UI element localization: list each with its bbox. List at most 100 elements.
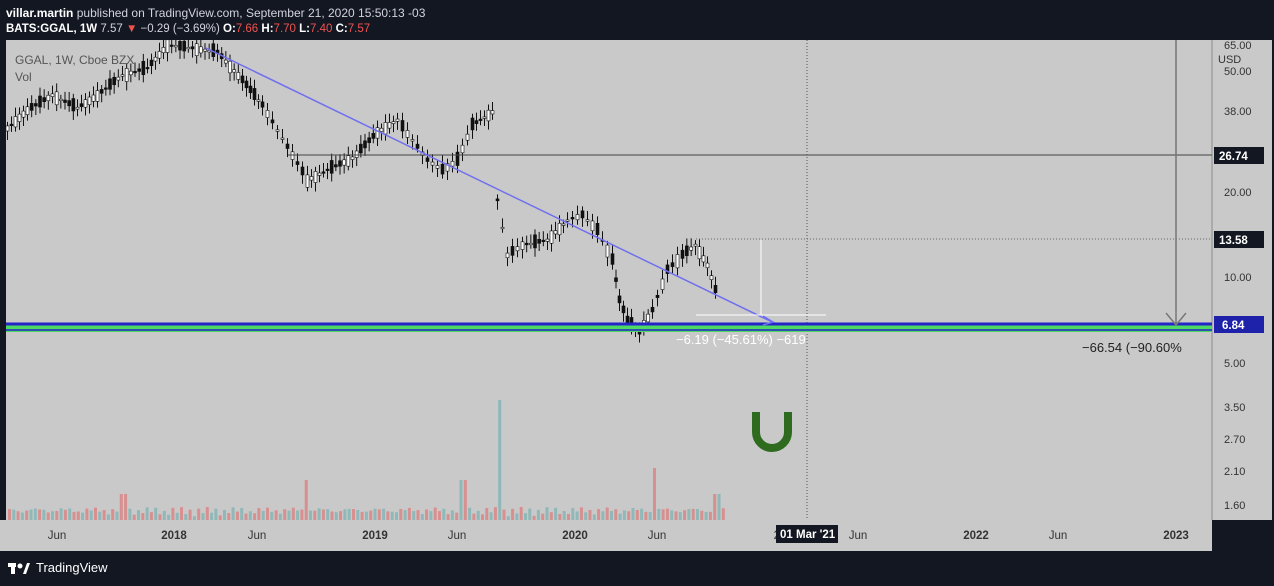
candle-body — [450, 161, 455, 167]
candle-body — [610, 253, 615, 265]
candle-body — [545, 238, 550, 242]
volume-bar — [438, 511, 441, 520]
candle-body — [165, 39, 170, 53]
volume-bar — [661, 509, 665, 520]
candle-body — [482, 116, 487, 119]
volume-bar — [326, 509, 330, 520]
volume-bar — [481, 514, 484, 520]
candle-body — [63, 99, 67, 103]
volume-bar — [528, 508, 532, 520]
candle-body — [500, 226, 505, 230]
volume-bar — [270, 511, 274, 520]
candle-body — [705, 262, 710, 269]
candle-body — [50, 93, 55, 97]
volume-bar — [81, 512, 85, 520]
volume-bar — [180, 507, 183, 520]
volume-bar — [511, 508, 515, 520]
time-axis[interactable]: Jun2018Jun2019Jun2020Jun20Jun2022Jun2023… — [0, 520, 1274, 551]
tradingview-logo[interactable]: TradingView — [8, 560, 108, 575]
candle-body — [300, 166, 305, 176]
volume-bar — [16, 511, 20, 520]
volume-bar — [412, 511, 416, 520]
candle-body — [67, 100, 71, 107]
volume-bar — [524, 513, 527, 520]
candle-body — [435, 165, 440, 169]
volume-bar — [197, 508, 201, 520]
volume-bar — [433, 507, 437, 520]
candle-body — [149, 59, 154, 67]
time-tick-label: Jun — [1049, 530, 1068, 542]
support-band-green[interactable] — [6, 323, 1212, 332]
volume-bar — [223, 509, 226, 520]
candle-body — [570, 217, 575, 220]
publisher-name[interactable]: villar.martin — [6, 6, 74, 20]
volume-bar — [648, 512, 652, 520]
candle-body — [575, 214, 580, 221]
volume-bar — [390, 511, 394, 520]
legend-volume: Vol — [15, 70, 32, 84]
time-tick-label: 2018 — [161, 530, 187, 542]
time-tick-label: 2020 — [562, 530, 588, 542]
volume-bar — [627, 511, 631, 520]
candle-body — [194, 43, 199, 56]
candle-body — [405, 130, 410, 138]
volume-bar — [708, 511, 712, 520]
candle-body — [660, 278, 665, 290]
candle-body — [470, 117, 475, 131]
volume-bar — [309, 510, 312, 520]
volume-bar — [382, 508, 386, 520]
candle-body — [182, 40, 186, 52]
candle-body — [260, 101, 265, 108]
volume-bar — [691, 508, 695, 520]
volume-bar — [201, 512, 205, 520]
volume-bar — [89, 510, 93, 520]
volume-bar — [571, 507, 575, 520]
volume-bar — [717, 494, 721, 520]
candle-body — [693, 243, 698, 247]
volume-bar — [446, 514, 450, 520]
volume-bar — [261, 510, 265, 520]
candle-body — [585, 219, 590, 222]
volume-bar — [713, 494, 717, 520]
close-value: 7.57 — [347, 23, 371, 35]
price-axis[interactable] — [1212, 40, 1272, 520]
volume-bar — [416, 510, 420, 520]
candle-body — [178, 41, 182, 51]
candle-body — [595, 223, 600, 235]
volume-bar — [476, 510, 480, 520]
volume-bar — [356, 509, 360, 520]
candle-body — [133, 71, 137, 74]
plot-pane[interactable] — [6, 40, 1212, 520]
volume-bar — [485, 507, 489, 520]
candle-body — [460, 144, 465, 154]
volume-bar — [137, 510, 140, 520]
chart-header: villar.martin published on TradingView.c… — [0, 0, 1274, 40]
measure-short-label: −6.19 (−45.61%) −619 — [676, 332, 806, 347]
candle-body — [537, 238, 541, 244]
candle-body — [224, 59, 228, 64]
candle-body — [329, 160, 334, 174]
chart-area[interactable]: GGAL, 1W, Cboe BZX Vol −6.19 (−45.61%) −… — [5, 33, 1272, 520]
volume-bar — [42, 509, 46, 520]
price-tick-label: 65.00 — [1224, 40, 1252, 52]
volume-bar — [532, 515, 536, 520]
high-label: H: — [261, 23, 274, 35]
price-tick-label: 2.10 — [1224, 466, 1245, 478]
candle-body — [387, 122, 392, 129]
candle-body — [190, 46, 195, 50]
candle-body — [199, 46, 203, 54]
volume-bar — [498, 400, 502, 520]
time-cursor-label: 01 Mar '21 — [776, 525, 838, 543]
volume-bar — [687, 509, 691, 520]
tradingview-logo-icon — [8, 562, 30, 574]
volume-bar — [330, 511, 334, 520]
volume-bar — [231, 507, 235, 520]
volume-bar — [653, 468, 656, 520]
downtrend-line[interactable] — [205, 47, 773, 323]
candle-body — [169, 44, 174, 47]
volume-bar — [493, 507, 497, 520]
volume-bar — [614, 509, 618, 520]
candle-body — [21, 110, 26, 118]
chart-canvas[interactable]: GGAL, 1W, Cboe BZX Vol −6.19 (−45.61%) −… — [5, 33, 1272, 520]
candle-body — [709, 275, 714, 280]
